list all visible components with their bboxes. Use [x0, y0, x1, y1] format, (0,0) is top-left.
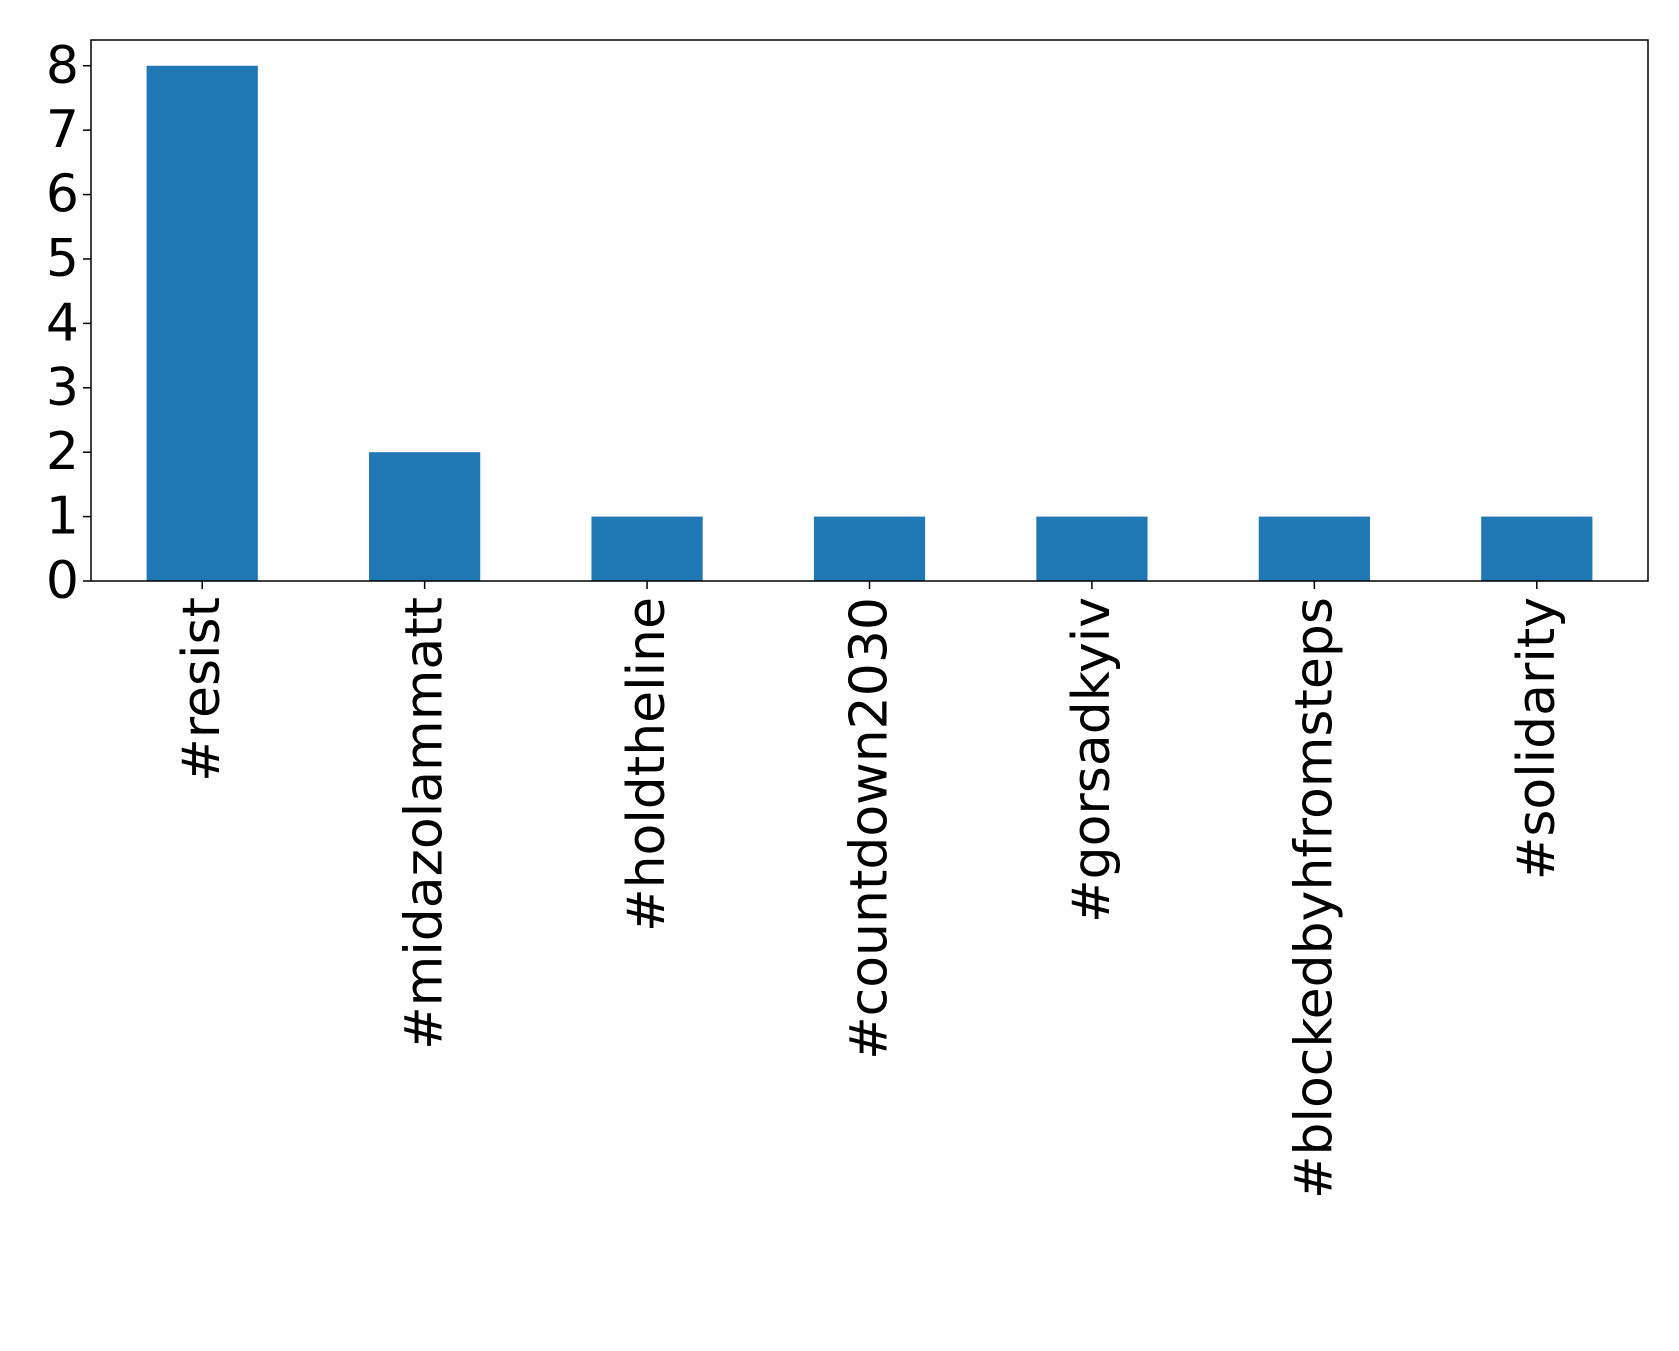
x-tick-label: #holdtheline	[617, 597, 677, 932]
y-tick-label: 8	[46, 36, 79, 96]
y-tick-label: 4	[46, 293, 79, 353]
y-tick-label: 3	[46, 358, 79, 418]
y-tick-label: 7	[46, 100, 79, 160]
bar	[813, 516, 926, 581]
bar	[1258, 516, 1370, 581]
bar	[146, 65, 258, 581]
y-tick-label: 1	[46, 487, 79, 547]
x-tick-label: #blockedbyhfromsteps	[1284, 597, 1344, 1199]
y-tick-label: 5	[46, 229, 79, 289]
bar	[369, 452, 481, 581]
x-tick-label: #gorsadkyiv	[1062, 597, 1122, 923]
bar	[591, 516, 703, 581]
y-tick-label: 0	[46, 551, 79, 611]
y-tick-label: 6	[46, 165, 79, 225]
plot-frame	[90, 39, 1649, 582]
x-tick-label: #midazolammatt	[395, 597, 455, 1050]
x-tick-label: #resist	[172, 597, 232, 782]
bar	[1036, 516, 1148, 581]
y-tick-label: 2	[46, 422, 79, 482]
bar	[1481, 516, 1593, 581]
x-tick-label: #countdown2030	[840, 597, 900, 1060]
x-tick-label: #solidarity	[1507, 597, 1567, 880]
